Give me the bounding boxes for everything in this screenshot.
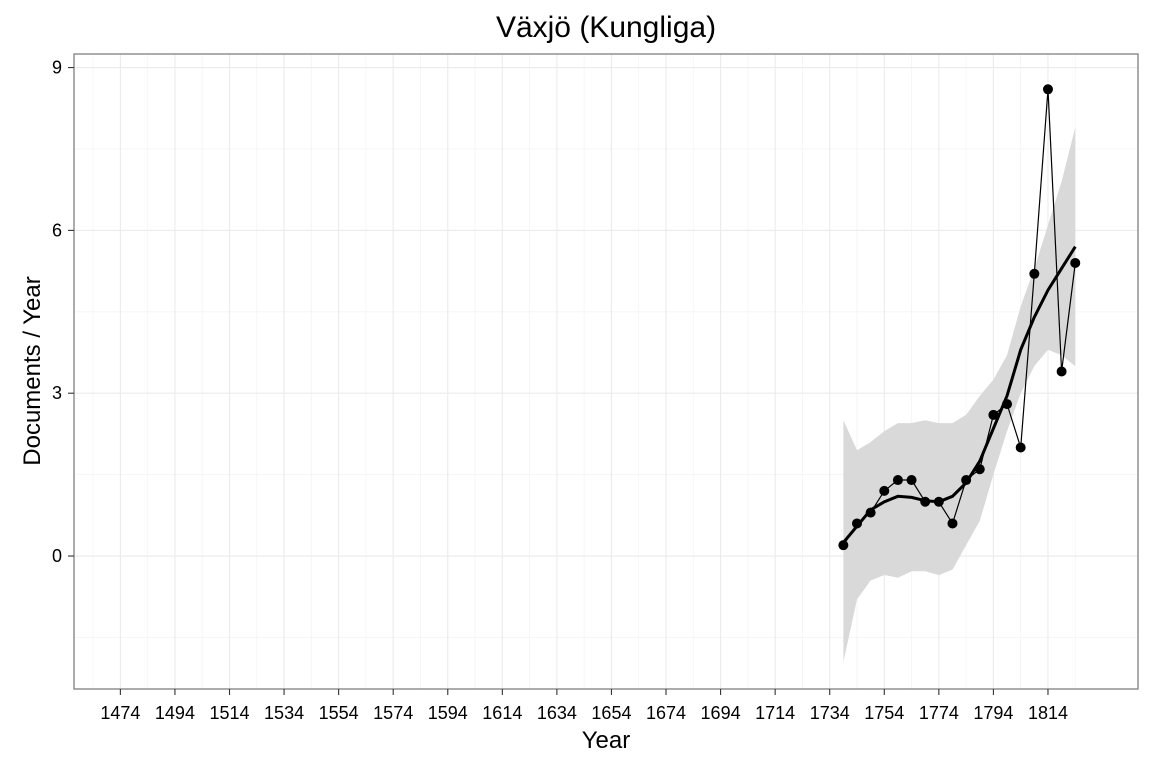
x-tick-label: 1674 [646, 703, 686, 723]
data-point [988, 409, 999, 420]
x-axis: 1474 1494 1514 1534 1554 1574 1594 1614 1634 1654… [100, 689, 1068, 723]
y-axis-title: Documents / Year [19, 276, 46, 465]
y-tick-label: 9 [52, 58, 62, 78]
data-points [838, 84, 1081, 551]
x-tick-label: 1714 [755, 703, 795, 723]
y-tick-label: 0 [52, 546, 62, 566]
x-tick-label: 1634 [537, 703, 577, 723]
data-point [1029, 268, 1040, 279]
plot-panel-border [73, 53, 1139, 690]
data-point [933, 496, 944, 507]
x-tick-label: 1534 [264, 703, 304, 723]
data-point [838, 540, 849, 551]
x-tick-label: 1614 [482, 703, 522, 723]
x-tick-label: 1574 [373, 703, 413, 723]
x-tick-label: 1474 [100, 703, 140, 723]
data-point [1015, 442, 1026, 453]
minor-gridlines [74, 54, 1138, 689]
x-tick-label: 1554 [319, 703, 359, 723]
data-point [892, 475, 903, 486]
x-tick-label: 1654 [591, 703, 631, 723]
x-tick-label: 1694 [701, 703, 741, 723]
data-point [1056, 366, 1067, 377]
data-point [1002, 399, 1013, 410]
smooth-trend-line [842, 245, 1077, 544]
y-tick-label: 6 [52, 220, 62, 240]
x-tick-label: 1754 [864, 703, 904, 723]
data-point [865, 507, 876, 518]
data-point [920, 496, 931, 507]
x-tick-label: 1734 [810, 703, 850, 723]
data-point [1042, 84, 1053, 95]
x-tick-label: 1774 [919, 703, 959, 723]
y-axis: 0 3 6 9 [52, 58, 74, 566]
x-tick-label: 1794 [973, 703, 1013, 723]
data-point [961, 475, 972, 486]
data-point [906, 475, 917, 486]
x-tick-label: 1494 [155, 703, 195, 723]
data-point [1070, 257, 1081, 268]
plot-panel [74, 54, 1138, 689]
data-point [851, 518, 862, 529]
x-axis-title: Year [582, 727, 631, 754]
data-point [974, 464, 985, 475]
data-point [947, 518, 958, 529]
confidence-band [843, 127, 1076, 662]
x-tick-label: 1814 [1028, 703, 1068, 723]
major-gridlines [74, 54, 1138, 689]
y-tick-label: 3 [52, 383, 62, 403]
data-point [879, 485, 890, 496]
chart-title: Växjö (Kungliga) [496, 11, 716, 44]
x-tick-label: 1594 [428, 703, 468, 723]
x-tick-label: 1514 [209, 703, 249, 723]
